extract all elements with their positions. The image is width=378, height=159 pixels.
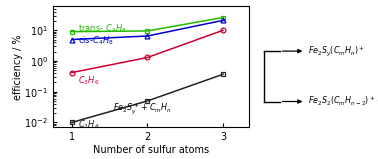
Text: trans- $C_4H_8$: trans- $C_4H_8$ <box>78 23 127 35</box>
Text: $Fe_2S_2(C_mH_{n-2})^+ + H_2S$: $Fe_2S_2(C_mH_{n-2})^+ + H_2S$ <box>308 95 378 108</box>
Text: $C_2H_4$: $C_2H_4$ <box>78 119 99 131</box>
Text: $Fe_2S_y(C_mH_n)^+$: $Fe_2S_y(C_mH_n)^+$ <box>308 44 365 58</box>
Y-axis label: efficiency / %: efficiency / % <box>13 34 23 100</box>
Text: $C_3H_6$: $C_3H_6$ <box>78 75 99 87</box>
X-axis label: Number of sulfur atoms: Number of sulfur atoms <box>93 145 209 155</box>
Text: $Fe_2S_y^+ + C_mH_n$: $Fe_2S_y^+ + C_mH_n$ <box>113 101 172 116</box>
Text: cis-$C_4H_8$: cis-$C_4H_8$ <box>78 35 114 47</box>
